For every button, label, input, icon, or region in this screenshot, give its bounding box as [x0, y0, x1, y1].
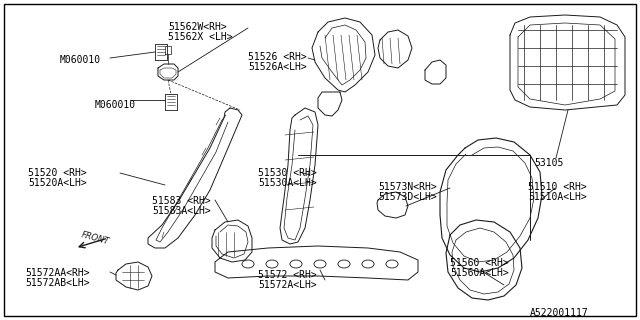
Text: 51573N<RH>: 51573N<RH>	[378, 182, 436, 192]
Text: 51572AB<LH>: 51572AB<LH>	[25, 278, 90, 288]
Text: 51510A<LH>: 51510A<LH>	[528, 192, 587, 202]
Text: 51520A<LH>: 51520A<LH>	[28, 178, 87, 188]
Ellipse shape	[266, 260, 278, 268]
Text: 51520 <RH>: 51520 <RH>	[28, 168, 87, 178]
Text: 51510 <RH>: 51510 <RH>	[528, 182, 587, 192]
Text: 51530A<LH>: 51530A<LH>	[258, 178, 317, 188]
Text: 51560 <RH>: 51560 <RH>	[450, 258, 509, 268]
Text: M060010: M060010	[60, 55, 101, 65]
Ellipse shape	[338, 260, 350, 268]
Text: 51526A<LH>: 51526A<LH>	[248, 62, 307, 72]
Text: 51562X <LH>: 51562X <LH>	[168, 32, 232, 42]
Text: 53105: 53105	[534, 158, 563, 168]
Text: 51562W<RH>: 51562W<RH>	[168, 22, 227, 32]
Text: A522001117: A522001117	[530, 308, 589, 318]
Text: 51583 <RH>: 51583 <RH>	[152, 196, 211, 206]
Text: 51573D<LH>: 51573D<LH>	[378, 192, 436, 202]
Text: 51530 <RH>: 51530 <RH>	[258, 168, 317, 178]
Text: 51583A<LH>: 51583A<LH>	[152, 206, 211, 216]
Ellipse shape	[362, 260, 374, 268]
Text: FRONT: FRONT	[80, 230, 110, 246]
Text: M060010: M060010	[95, 100, 136, 110]
Text: 51572 <RH>: 51572 <RH>	[258, 270, 317, 280]
Text: 51526 <RH>: 51526 <RH>	[248, 52, 307, 62]
Ellipse shape	[314, 260, 326, 268]
Text: 51572AA<RH>: 51572AA<RH>	[25, 268, 90, 278]
Text: 51572A<LH>: 51572A<LH>	[258, 280, 317, 290]
Ellipse shape	[242, 260, 254, 268]
Ellipse shape	[386, 260, 398, 268]
Ellipse shape	[290, 260, 302, 268]
Text: 51560A<LH>: 51560A<LH>	[450, 268, 509, 278]
